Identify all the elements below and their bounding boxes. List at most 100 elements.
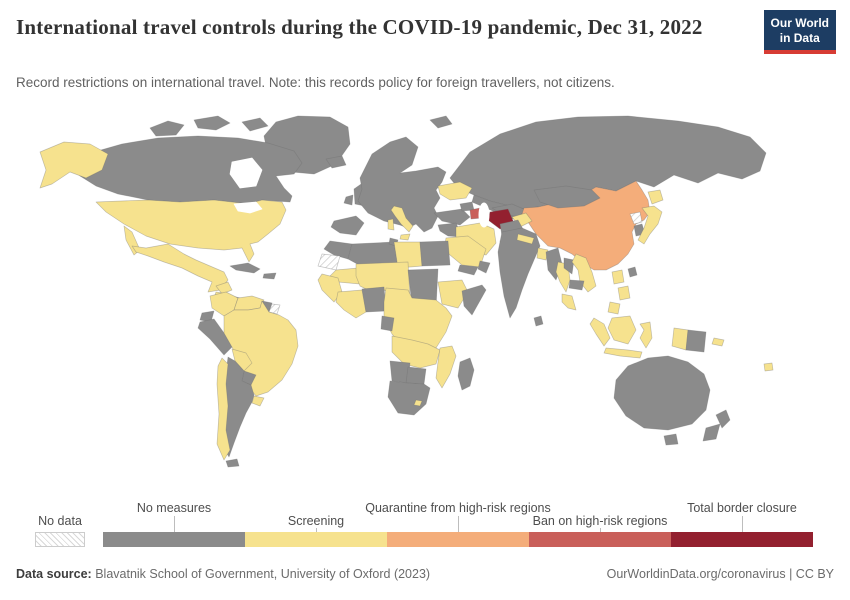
country-gabon[interactable] bbox=[380, 315, 395, 332]
country-java[interactable] bbox=[603, 347, 643, 359]
country-india[interactable] bbox=[497, 227, 541, 319]
country-svalbard[interactable] bbox=[429, 115, 453, 129]
owid-logo-line2: in Data bbox=[779, 30, 820, 45]
country-australia[interactable] bbox=[613, 355, 711, 431]
legend-tick bbox=[742, 516, 743, 532]
country-sicily[interactable] bbox=[399, 233, 411, 241]
country-suriname[interactable] bbox=[268, 303, 281, 315]
country-solomon-islands[interactable] bbox=[711, 337, 725, 347]
country-cuba[interactable] bbox=[229, 262, 261, 274]
country-mexico[interactable] bbox=[131, 243, 229, 293]
country-ireland[interactable] bbox=[343, 194, 354, 206]
country-west-africa[interactable] bbox=[335, 289, 367, 319]
legend-label-no-data: No data bbox=[38, 514, 82, 528]
country-brazil[interactable] bbox=[223, 300, 299, 397]
country-nigeria[interactable] bbox=[361, 286, 387, 313]
country-north-korea[interactable] bbox=[629, 211, 643, 225]
country-alaska[interactable] bbox=[39, 141, 109, 189]
country-angola-zambia[interactable] bbox=[391, 335, 441, 369]
legend-segment-quarantine[interactable] bbox=[387, 532, 529, 547]
country-canada[interactable] bbox=[69, 135, 303, 205]
data-source-text: Data source: Blavatnik School of Governm… bbox=[16, 567, 431, 581]
country-iberia[interactable] bbox=[330, 215, 365, 236]
country-iceland[interactable] bbox=[325, 155, 347, 169]
country-somalia[interactable] bbox=[461, 284, 487, 316]
legend-label-quarantine: Quarantine from high-risk regions bbox=[365, 501, 551, 515]
country-sri-lanka[interactable] bbox=[533, 315, 544, 327]
country-ethiopia[interactable] bbox=[437, 279, 469, 309]
country-new-zealand[interactable] bbox=[702, 423, 721, 442]
legend-label-screening: Screening bbox=[287, 514, 345, 528]
country-italy[interactable] bbox=[390, 205, 414, 233]
world-map bbox=[39, 115, 774, 468]
country-nepal[interactable] bbox=[516, 233, 535, 245]
country-japan-honshu[interactable] bbox=[637, 205, 663, 245]
great-lakes bbox=[233, 201, 263, 214]
country-yemen[interactable] bbox=[457, 264, 479, 276]
country-chile[interactable] bbox=[216, 357, 231, 461]
country-bangladesh[interactable] bbox=[536, 247, 549, 261]
legend-segment-ban[interactable] bbox=[529, 532, 671, 547]
page-title: International travel controls during the… bbox=[16, 15, 703, 39]
country-south-africa[interactable] bbox=[387, 380, 431, 416]
country-hispaniola[interactable] bbox=[262, 272, 277, 280]
country-arctic-islands[interactable] bbox=[149, 120, 185, 137]
country-arctic-islands[interactable] bbox=[241, 117, 269, 132]
country-west-papua[interactable] bbox=[671, 327, 689, 351]
country-europe[interactable] bbox=[357, 136, 447, 233]
legend-label-no-measures: No measures bbox=[136, 501, 212, 515]
country-yucatan[interactable] bbox=[215, 281, 233, 295]
footer-link[interactable]: OurWorldinData.org/coronavirus | CC BY bbox=[606, 567, 834, 581]
country-japan-hokkaido[interactable] bbox=[647, 189, 664, 205]
country-papua-new-guinea[interactable] bbox=[685, 329, 707, 353]
country-laos[interactable] bbox=[563, 257, 575, 275]
country-bolivia[interactable] bbox=[231, 348, 253, 372]
country-uruguay[interactable] bbox=[251, 395, 265, 407]
country-oman[interactable] bbox=[477, 260, 491, 274]
legend-segment-total-closure[interactable] bbox=[671, 532, 813, 547]
country-sardinia[interactable] bbox=[387, 218, 395, 231]
country-fiji[interactable] bbox=[763, 362, 774, 372]
country-turkey[interactable] bbox=[433, 208, 471, 226]
country-ukraine[interactable] bbox=[437, 181, 473, 201]
country-western-sahara[interactable] bbox=[317, 253, 341, 271]
country-malaysia[interactable] bbox=[561, 293, 577, 311]
country-mozambique[interactable] bbox=[435, 345, 457, 389]
country-sumatra[interactable] bbox=[589, 317, 611, 347]
owid-logo-line1: Our World bbox=[770, 16, 829, 30]
legend-segment-screening[interactable] bbox=[245, 532, 387, 547]
country-botswana[interactable] bbox=[405, 366, 427, 385]
caspian-sea bbox=[478, 202, 490, 228]
legend-segment-no-measures[interactable] bbox=[103, 532, 245, 547]
chart-subtitle: Record restrictions on international tra… bbox=[16, 75, 615, 90]
legend-color-bar bbox=[103, 532, 813, 547]
country-tasmania[interactable] bbox=[663, 433, 679, 446]
country-borneo[interactable] bbox=[607, 315, 637, 345]
country-egypt[interactable] bbox=[419, 240, 451, 267]
legend-tick bbox=[458, 516, 459, 532]
country-senegal-guinea[interactable] bbox=[317, 273, 343, 303]
country-new-zealand[interactable] bbox=[715, 409, 731, 429]
country-philippines[interactable] bbox=[611, 269, 625, 285]
owid-logo[interactable]: Our World in Data bbox=[763, 10, 836, 55]
legend-tick bbox=[316, 528, 317, 532]
legend-swatch-no-data[interactable] bbox=[35, 532, 85, 547]
country-tierra-del-fuego[interactable] bbox=[225, 458, 240, 468]
country-madagascar[interactable] bbox=[457, 357, 475, 391]
country-sulawesi[interactable] bbox=[639, 321, 653, 349]
country-taiwan[interactable] bbox=[627, 266, 638, 278]
country-vietnam[interactable] bbox=[571, 253, 597, 293]
country-lesotho[interactable] bbox=[413, 399, 423, 407]
country-cambodia[interactable] bbox=[568, 279, 585, 291]
country-philippines[interactable] bbox=[617, 285, 631, 301]
country-morocco[interactable] bbox=[323, 240, 353, 260]
country-mongolia[interactable] bbox=[533, 185, 601, 209]
footer: Data source: Blavatnik School of Governm… bbox=[16, 567, 834, 581]
country-china[interactable] bbox=[521, 180, 651, 271]
country-arctic-islands[interactable] bbox=[193, 115, 231, 131]
country-peru[interactable] bbox=[197, 318, 233, 356]
country-usa[interactable] bbox=[95, 199, 287, 263]
country-philippines[interactable] bbox=[607, 301, 621, 315]
legend-tick bbox=[174, 516, 175, 532]
